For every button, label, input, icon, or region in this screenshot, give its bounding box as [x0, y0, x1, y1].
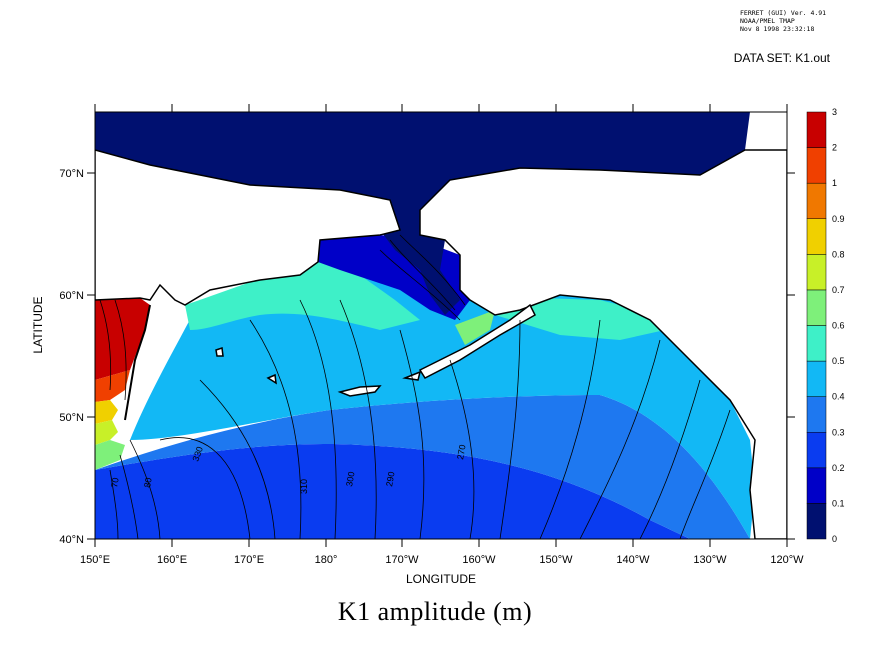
contour-label: 290: [384, 471, 396, 488]
colorbar-swatch: [806, 254, 827, 291]
x-tick-label: 170°W: [385, 554, 419, 566]
colorbar-swatch: [806, 325, 827, 362]
x-tick-label: 150°W: [539, 554, 573, 566]
band-high-orange: [95, 370, 130, 402]
colorbar-swatch: [806, 111, 827, 148]
island-small-3: [215, 346, 224, 357]
band-high-lgreen: [95, 420, 118, 445]
land-siberia: [95, 149, 401, 306]
colorbar-swatch: [806, 467, 827, 504]
band-high-green: [95, 440, 125, 470]
colorbar-tick-label: 2: [832, 143, 837, 153]
contour-lines: [99, 234, 731, 539]
band-high-red: [95, 298, 150, 380]
colorbar-tick-label: 0.2: [832, 463, 845, 473]
band-0.2-0.3: [95, 444, 690, 539]
bering-dark: [380, 225, 460, 315]
x-axis-label: LONGITUDE: [406, 572, 476, 586]
y-axis: 40°N 50°N 60°N 70°N LATITUDE: [31, 168, 795, 546]
band-high-yellow: [95, 400, 118, 424]
colorbar-tick-label: 0.8: [832, 249, 845, 259]
contour-label: 330: [190, 445, 205, 463]
arctic-ocean: [95, 112, 750, 235]
map-plot-area: [95, 112, 787, 539]
colorbar-tick-label: 0.7: [832, 285, 845, 295]
colorbar-tick-label: 0: [832, 534, 837, 544]
colorbar-swatch: [806, 182, 827, 220]
dataset-label: DATA SET: K1.out: [733, 51, 830, 65]
colorbar-swatch: [806, 503, 827, 540]
y-axis-label: LATITUDE: [31, 296, 45, 353]
header-line-3: Nov 8 1998 23:32:18: [740, 25, 815, 33]
band-0.6-0.7: [455, 310, 495, 345]
band-0.3-0.4: [95, 395, 750, 539]
x-tick-label: 170°E: [234, 554, 264, 566]
x-tick-label: 180°: [315, 554, 338, 566]
x-axis: 150°E 160°E 170°E 180° 170°W 160°W 150°W…: [80, 104, 804, 586]
y-tick-label: 70°N: [59, 168, 84, 180]
header-line-1: FERRET (GUI) Ver. 4.91: [740, 9, 827, 17]
x-tick-label: 120°W: [770, 554, 804, 566]
island-small-2: [266, 373, 277, 385]
land-kamchatka-coast: [124, 304, 151, 421]
x-tick-label: 140°W: [616, 554, 650, 566]
colorbar-tick-label: 0.1: [832, 498, 845, 508]
band-0.5-0.6-east: [495, 298, 665, 340]
chart-title: K1 amplitude (m): [337, 597, 533, 626]
colorbar-tick-label: 3: [832, 107, 837, 117]
y-tick-label: 50°N: [59, 412, 84, 424]
x-tick-label: 150°E: [80, 554, 110, 566]
contour-label: 80: [142, 477, 154, 489]
x-tick-label: 160°W: [462, 554, 496, 566]
colorbar-tick-label: 0.5: [832, 356, 845, 366]
contour-label: 70: [109, 477, 121, 489]
colorbar-tick-label: 0.3: [832, 427, 845, 437]
colorbar-tick-label: 1: [832, 178, 837, 188]
colorbar-swatch: [806, 432, 827, 469]
header-line-2: NOAA/PMEL TMAP: [740, 17, 795, 25]
colorbar-swatch: [806, 147, 827, 184]
aleutian-islands: [337, 385, 382, 397]
colorbar-tick-label: 0.9: [832, 214, 845, 224]
colorbar-swatch: [806, 218, 827, 255]
alaska-peninsula: [418, 303, 536, 379]
land-alaska: [419, 149, 787, 539]
x-tick-label: 130°W: [693, 554, 727, 566]
colorbar-tick-label: 0.4: [832, 392, 845, 402]
colorbar-swatch: [806, 396, 827, 433]
contour-label-group: 330 310 300 290 270 70 80: [109, 444, 467, 494]
map-figure: 330 310 300 290 270 70 80 150°E 160°E 17…: [31, 104, 845, 586]
band-0.5-0.6: [185, 260, 420, 330]
colorbar-tick-label: 0.6: [832, 321, 845, 331]
plot-frame: [94, 111, 788, 540]
y-tick-label: 60°N: [59, 290, 84, 302]
contour-label: 310: [299, 479, 309, 494]
island-small-1: [402, 370, 422, 381]
x-tick-label: 160°E: [157, 554, 187, 566]
contour-label: 300: [344, 471, 356, 488]
colorbar: 0 0.1 0.2 0.3 0.4 0.5 0.6 0.7 0.8 0.9 1 2 3: [806, 107, 845, 544]
contour-label: 270: [455, 444, 467, 461]
ferret-header: FERRET (GUI) Ver. 4.91 NOAA/PMEL TMAP No…: [740, 9, 826, 33]
colorbar-swatch: [806, 289, 827, 326]
y-tick-label: 40°N: [59, 534, 84, 546]
colorbar-swatch: [806, 360, 827, 397]
